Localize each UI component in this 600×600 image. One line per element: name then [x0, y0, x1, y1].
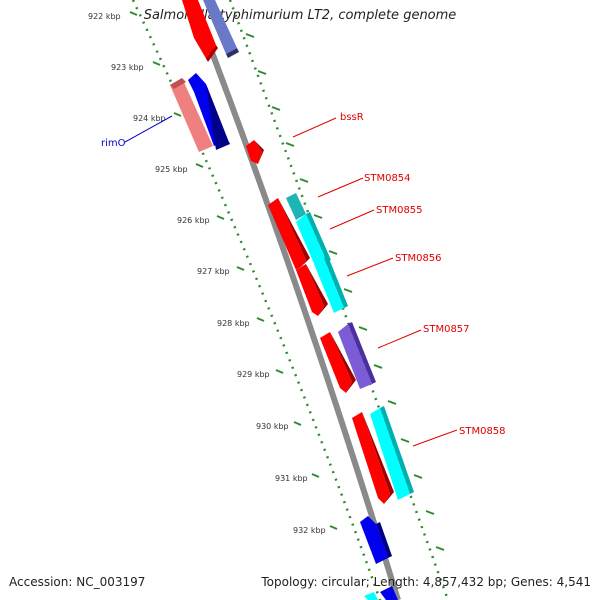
kbp-label: 932 kbp — [293, 526, 326, 535]
kbp-major-tick — [275, 369, 284, 374]
label-STM0855[interactable]: STM0855 — [376, 205, 423, 216]
kbp-label: 923 kbp — [111, 63, 144, 72]
outer-major-tick — [285, 142, 295, 147]
outer-major-tick — [373, 364, 383, 369]
gene-bottom-blue[interactable] — [380, 586, 398, 600]
kbp-tick-marks — [129, 11, 445, 551]
leader-bssR — [292, 117, 337, 138]
leader-STM0856 — [346, 257, 394, 277]
outer-major-tick — [413, 474, 423, 479]
gene-pink[interactable] — [170, 78, 213, 152]
outer-major-tick — [435, 546, 445, 551]
accession-text: Accession: NC_003197 — [9, 575, 146, 589]
outer-major-tick — [343, 288, 353, 293]
kbp-major-tick — [173, 112, 182, 117]
gene-STM0856[interactable] — [314, 256, 348, 313]
gene-red-928[interactable] — [320, 332, 356, 393]
outer-major-tick — [245, 33, 255, 38]
gene-blue-932[interactable] — [360, 516, 392, 564]
label-STM0858[interactable]: STM0858 — [459, 426, 506, 437]
leader-rimO — [124, 115, 173, 143]
gene-red-930[interactable] — [352, 412, 394, 504]
kbp-major-tick — [129, 11, 138, 16]
kbp-major-tick — [152, 61, 161, 66]
genome-backbone — [189, 0, 401, 600]
label-bssR[interactable]: bssR — [340, 112, 364, 123]
kbp-label: 927 kbp — [197, 267, 230, 276]
label-rimO[interactable]: rimO — [101, 138, 126, 149]
outer-major-tick — [257, 70, 267, 75]
label-STM0856[interactable]: STM0856 — [395, 253, 442, 264]
kbp-label: 926 kbp — [177, 216, 210, 225]
outer-major-tick — [425, 510, 435, 515]
label-STM0854[interactable]: STM0854 — [364, 173, 411, 184]
outer-major-tick — [328, 250, 338, 255]
kbp-major-tick — [256, 317, 265, 322]
gene-bssR[interactable] — [246, 140, 264, 164]
kbp-label: 931 kbp — [275, 474, 308, 483]
outer-major-tick — [313, 214, 323, 219]
gene-bottom-cyan[interactable] — [364, 592, 378, 600]
gene-red-927[interactable] — [296, 264, 328, 316]
gene-STM0854[interactable] — [286, 193, 306, 220]
leader-STM0857 — [377, 329, 422, 349]
leader-STM0854 — [317, 177, 364, 198]
kbp-label: 922 kbp — [88, 12, 121, 21]
label-STM0857[interactable]: STM0857 — [423, 324, 470, 335]
gene-red-926[interactable] — [268, 198, 310, 270]
leader-STM0858 — [412, 429, 458, 447]
kbp-major-tick — [216, 215, 225, 220]
kbp-major-tick — [311, 473, 320, 478]
genome-summary-text: Topology: circular; Length: 4,857,432 bp… — [261, 575, 591, 589]
gene-rimO[interactable] — [188, 73, 230, 150]
outer-major-tick — [271, 106, 281, 111]
gene-STM0857[interactable] — [338, 322, 376, 389]
gene-top-red[interactable] — [182, 0, 218, 62]
gene-STM0858[interactable] — [370, 406, 414, 500]
kbp-major-tick — [236, 266, 245, 271]
kbp-labels: 922 kbp 923 kbp 924 kbp 925 kbp 926 kbp 927 k… — [88, 12, 326, 535]
kbp-major-tick — [195, 163, 204, 168]
kbp-major-tick — [293, 421, 302, 426]
kbp-label: 928 kbp — [217, 319, 250, 328]
gene-top-blue[interactable] — [203, 0, 239, 58]
kbp-label: 930 kbp — [256, 422, 289, 431]
gene-STM0855[interactable] — [296, 212, 331, 268]
kbp-label: 925 kbp — [155, 165, 188, 174]
kbp-label: 924 kbp — [133, 114, 166, 123]
kbp-major-tick — [329, 525, 338, 530]
outer-major-tick — [400, 438, 410, 443]
kbp-label: 929 kbp — [237, 370, 270, 379]
outer-major-tick — [358, 326, 368, 331]
outer-major-tick — [387, 400, 397, 405]
leader-STM0855 — [329, 209, 375, 230]
outer-major-tick — [299, 178, 309, 183]
